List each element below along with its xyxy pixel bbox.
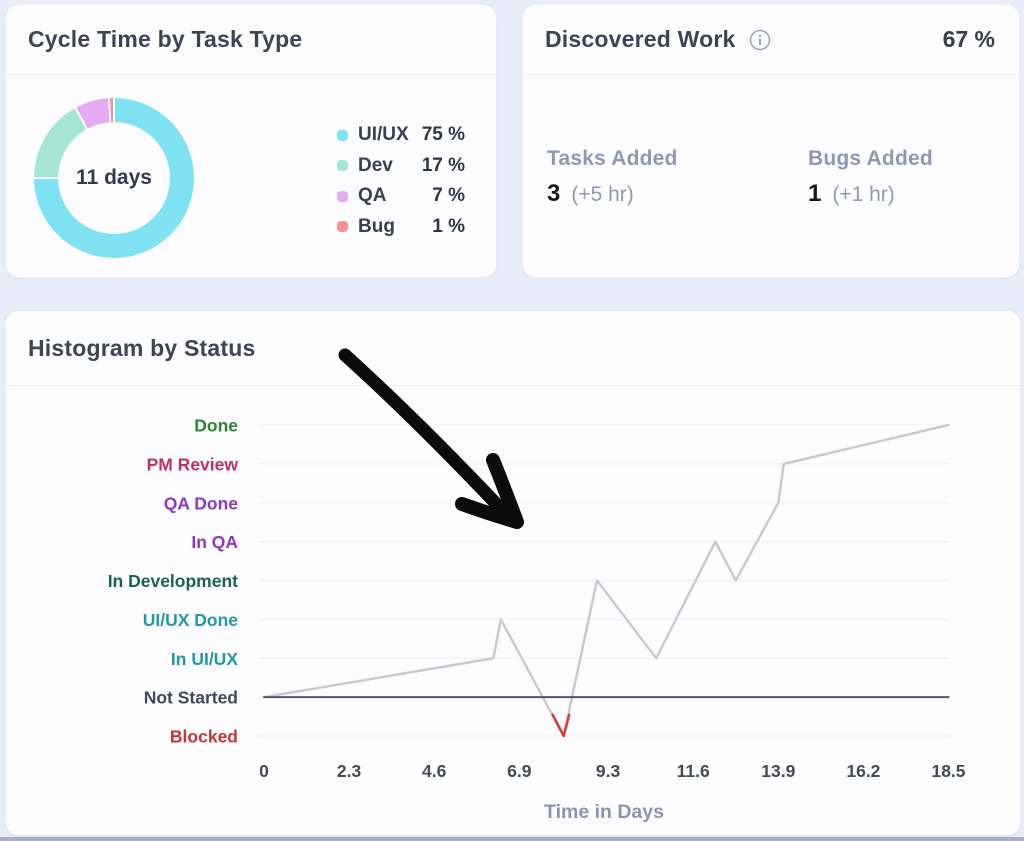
legend-bullet-icon	[337, 160, 348, 172]
cycle-time-card-header: Cycle Time by Task Type	[6, 5, 496, 75]
y-axis-label: Done	[194, 416, 238, 436]
stat-bugs-added: Bugs Added 1 (+1 hr)	[808, 147, 933, 208]
legend-row: UI/UX 75 %	[337, 120, 465, 151]
y-axis-label: Blocked	[170, 727, 238, 747]
y-axis-label: UI/UX Done	[143, 610, 239, 630]
x-axis-tick: 6.9	[507, 761, 532, 781]
cycle-time-card: Cycle Time by Task Type 11 days UI/UX 75 …	[5, 4, 497, 278]
cycle-time-legend: UI/UX 75 % Dev 17 % QA 7 % Bug 1 %	[337, 120, 465, 242]
stat-value: 1	[808, 180, 822, 207]
x-axis-tick: 18.5	[931, 761, 965, 781]
legend-label: Bug	[358, 215, 395, 237]
legend-value: 1 %	[432, 215, 465, 237]
legend-value: 7 %	[432, 185, 465, 207]
stat-extra: (+1 hr)	[832, 183, 895, 206]
stat-extra: (+5 hr)	[571, 183, 634, 206]
discovered-work-title: Discovered Work	[545, 26, 736, 52]
legend-bullet-icon	[337, 129, 348, 141]
y-axis-label: Not Started	[144, 688, 238, 708]
legend-row: Bug 1 %	[337, 212, 465, 243]
y-axis-label: PM Review	[147, 454, 239, 474]
blocked-dip-highlight	[551, 713, 571, 738]
legend-value: 75 %	[421, 124, 465, 146]
stat-tasks-added: Tasks Added 3 (+5 hr)	[547, 147, 678, 208]
legend-value: 17 %	[421, 154, 465, 176]
donut-center-label: 11 days	[76, 166, 152, 189]
discovered-work-card-header: Discovered Work 67 %	[523, 5, 1019, 75]
info-icon[interactable]	[749, 29, 771, 51]
stat-value: 3	[547, 180, 561, 207]
y-axis-label: In UI/UX	[171, 649, 238, 669]
x-axis-tick: 9.3	[596, 761, 621, 781]
discovered-work-card: Discovered Work 67 % Tasks Added 3 (+5 h…	[522, 4, 1020, 278]
discovered-work-percent: 67 %	[942, 26, 995, 52]
legend-label: Dev	[358, 154, 393, 176]
legend-label: QA	[358, 185, 387, 207]
legend-bullet-icon	[337, 221, 348, 233]
cycle-time-title: Cycle Time by Task Type	[28, 26, 303, 52]
status-timeline-svg[interactable]: Done PM Review QA Done In QA In Development U…	[6, 386, 1020, 836]
x-axis-tick: 11.6	[677, 761, 710, 781]
x-axis-title: Time in Days	[544, 801, 664, 823]
histogram-card-header: Histogram by Status	[6, 311, 1020, 386]
donut-hole: 11 days	[58, 122, 170, 234]
x-axis-tick: 4.6	[422, 761, 447, 781]
x-axis-tick: 0	[259, 761, 269, 781]
legend-label: UI/UX	[358, 124, 409, 146]
histogram-card: Histogram by Status Done PM Review QA Done…	[5, 310, 1021, 836]
legend-bullet-icon	[337, 190, 348, 202]
x-axis-tick: 2.3	[337, 761, 362, 781]
y-axis-label: In QA	[191, 532, 238, 552]
y-axis-label: QA Done	[164, 493, 238, 513]
histogram-title: Histogram by Status	[28, 334, 256, 361]
legend-row: Dev 17 %	[337, 151, 465, 182]
cycle-time-donut-chart[interactable]: 11 days	[34, 98, 194, 258]
y-axis-label: In Development	[108, 571, 238, 591]
series-task-status-over-time	[262, 423, 950, 738]
x-axis-tick: 16.2	[846, 761, 880, 781]
stat-label: Bugs Added	[808, 147, 933, 170]
legend-row: QA 7 %	[337, 181, 465, 212]
status-timeline-chart[interactable]: Done PM Review QA Done In QA In Development U…	[6, 386, 1020, 836]
stat-label: Tasks Added	[547, 147, 678, 170]
page-bottom-strip	[0, 837, 1024, 841]
x-axis-tick: 13.9	[761, 761, 795, 781]
